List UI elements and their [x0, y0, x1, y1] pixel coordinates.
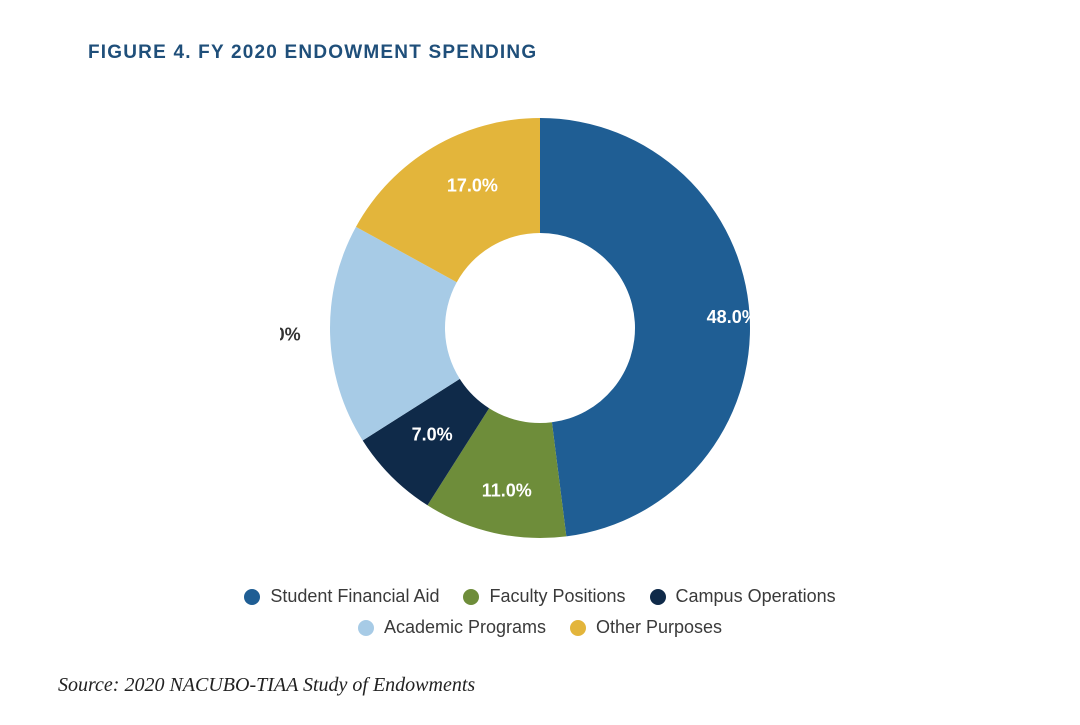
legend-item-academic_programs: Academic Programs [358, 617, 546, 638]
legend-item-other_purposes: Other Purposes [570, 617, 722, 638]
legend-label-student_financial_aid: Student Financial Aid [270, 586, 439, 607]
legend-swatch-other_purposes [570, 620, 586, 636]
slice-label-academic_programs: 17.0% [280, 324, 301, 344]
legend-label-academic_programs: Academic Programs [384, 617, 546, 638]
source-citation: Source: 2020 NACUBO-TIAA Study of Endowm… [58, 674, 475, 697]
legend-swatch-faculty_positions [463, 589, 479, 605]
legend-item-faculty_positions: Faculty Positions [463, 586, 625, 607]
legend-item-student_financial_aid: Student Financial Aid [244, 586, 439, 607]
chart-legend: Student Financial Aid Faculty Positions Ca… [0, 580, 1080, 648]
legend-label-faculty_positions: Faculty Positions [489, 586, 625, 607]
legend-label-campus_operations: Campus Operations [676, 586, 836, 607]
legend-item-campus_operations: Campus Operations [650, 586, 836, 607]
legend-swatch-student_financial_aid [244, 589, 260, 605]
legend-swatch-campus_operations [650, 589, 666, 605]
legend-row: Student Financial Aid Faculty Positions Ca… [0, 586, 1080, 607]
slice-label-other_purposes: 17.0% [447, 175, 498, 195]
donut-chart: 48.0% 11.0% 7.0% 17.0% 17.0% [0, 88, 1080, 568]
legend-label-other_purposes: Other Purposes [596, 617, 722, 638]
slice-label-campus_operations: 7.0% [412, 425, 453, 445]
figure-title: FIGURE 4. FY 2020 ENDOWMENT SPENDING [88, 42, 537, 64]
slice-label-student_financial_aid: 48.0% [707, 307, 758, 327]
slice-label-faculty_positions: 11.0% [482, 481, 532, 501]
donut-svg: 48.0% 11.0% 7.0% 17.0% 17.0% [280, 88, 800, 568]
legend-swatch-academic_programs [358, 620, 374, 636]
legend-row: Academic Programs Other Purposes [0, 617, 1080, 638]
